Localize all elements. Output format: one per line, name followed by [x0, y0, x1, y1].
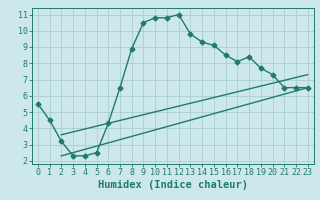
X-axis label: Humidex (Indice chaleur): Humidex (Indice chaleur)	[98, 180, 248, 190]
